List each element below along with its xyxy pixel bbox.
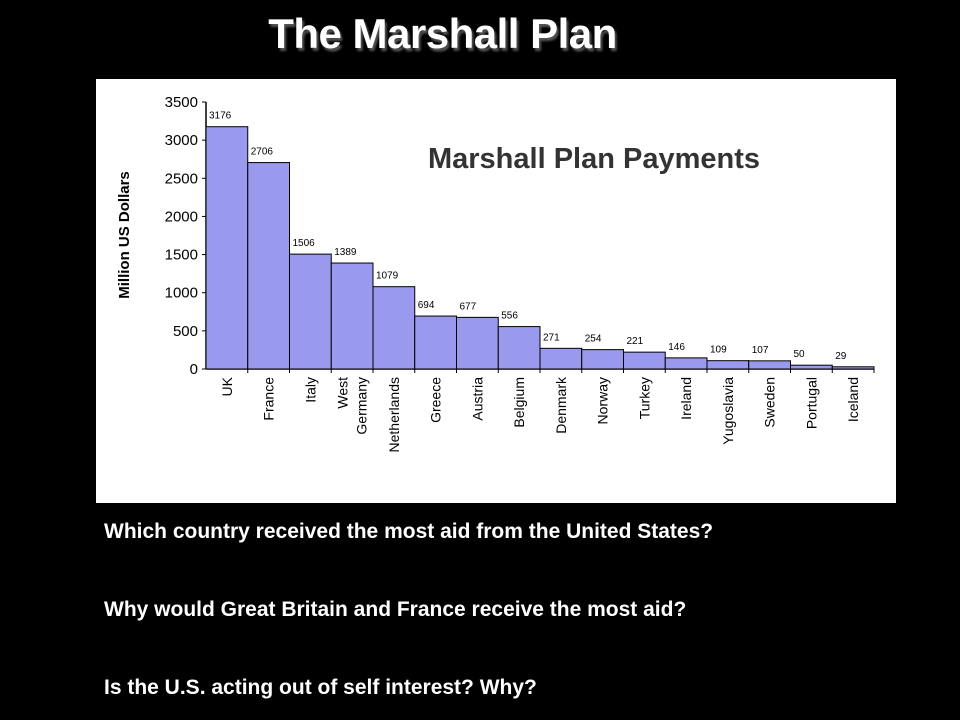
bar-denmark: [539, 347, 583, 370]
y-tick-label: 1000: [165, 285, 198, 302]
data-label: 221: [627, 336, 644, 347]
y-tick-label: 3500: [165, 94, 198, 111]
y-tick-label: 0: [190, 361, 198, 378]
question-most-aid: Which country received the most aid from…: [104, 520, 714, 543]
x-tick-label: Austria: [469, 377, 485, 421]
data-label: 146: [668, 342, 685, 353]
bar-west-germany: [330, 262, 374, 370]
data-label: 1389: [334, 247, 357, 258]
x-tick-label: Belgium: [511, 377, 527, 428]
bar-chart: Marshall Plan Payments Million US Dollar…: [116, 94, 875, 453]
data-label: 271: [543, 332, 560, 343]
data-label: 556: [501, 311, 518, 322]
x-tick-label: Yugoslavia: [720, 377, 736, 445]
bar-ireland: [664, 357, 708, 370]
x-tick-label: Italy: [302, 377, 318, 403]
bar-sweden: [748, 360, 791, 370]
data-label: 107: [752, 345, 769, 356]
x-tick-label: Turkey: [636, 377, 652, 419]
data-label: 694: [418, 300, 435, 311]
y-tick-label: 3000: [165, 132, 198, 149]
bar-france: [247, 162, 290, 370]
bar-iceland: [831, 366, 875, 370]
y-tick-label: 2000: [165, 208, 198, 225]
x-tick-label: Ireland: [678, 377, 694, 420]
bar-greece: [414, 315, 457, 370]
x-tick-label: Sweden: [762, 377, 778, 428]
data-label: 3176: [209, 111, 232, 122]
chart-title: Marshall Plan Payments: [428, 143, 760, 175]
bar-italy: [289, 253, 332, 370]
data-label: 254: [585, 334, 602, 345]
x-tick-label: Netherlands: [386, 377, 402, 453]
y-tick-label: 1500: [165, 247, 198, 264]
bar-turkey: [623, 351, 666, 370]
y-tick-label: 500: [173, 323, 198, 340]
bar-netherlands: [372, 286, 416, 370]
x-tick-label: Norway: [595, 377, 611, 424]
question-self-interest: Is the U.S. acting out of self interest?…: [104, 676, 537, 699]
x-tick-label: Iceland: [845, 377, 861, 422]
data-label: 29: [835, 351, 847, 362]
x-tick-label: Denmark: [553, 376, 569, 434]
x-tick-label: Portugal: [803, 377, 819, 429]
chart-panel: Marshall Plan Payments Million US Dollar…: [96, 79, 896, 503]
y-tick-label: 2500: [165, 170, 198, 187]
slide-title: The Marshall Plan: [268, 10, 617, 57]
bar-yugoslavia: [706, 360, 750, 370]
bar-uk: [205, 126, 249, 370]
bar-portugal: [790, 364, 833, 370]
x-tick-label: West: [335, 377, 351, 409]
data-label: 109: [710, 345, 727, 356]
data-label: 1079: [376, 271, 399, 282]
y-axis-label: Million US Dollars: [116, 171, 133, 299]
bar-norway: [581, 349, 624, 370]
data-label: 50: [794, 349, 806, 360]
x-tick-label: Germany: [354, 377, 370, 435]
plot-area: 0 500 1000 1500 2000 2500 3000 3500 3176 UK 2706 Fr…: [165, 94, 875, 453]
data-label: 1506: [293, 238, 316, 249]
bar-belgium: [497, 326, 541, 370]
question-why-britain-france: Why would Great Britain and France recei…: [104, 598, 687, 621]
data-label: 677: [460, 301, 477, 312]
x-tick-label: UK: [219, 376, 235, 396]
data-label: 2706: [251, 147, 274, 158]
x-tick-label: Greece: [428, 377, 444, 423]
bar-austria: [456, 316, 499, 370]
x-tick-label: France: [261, 377, 277, 421]
